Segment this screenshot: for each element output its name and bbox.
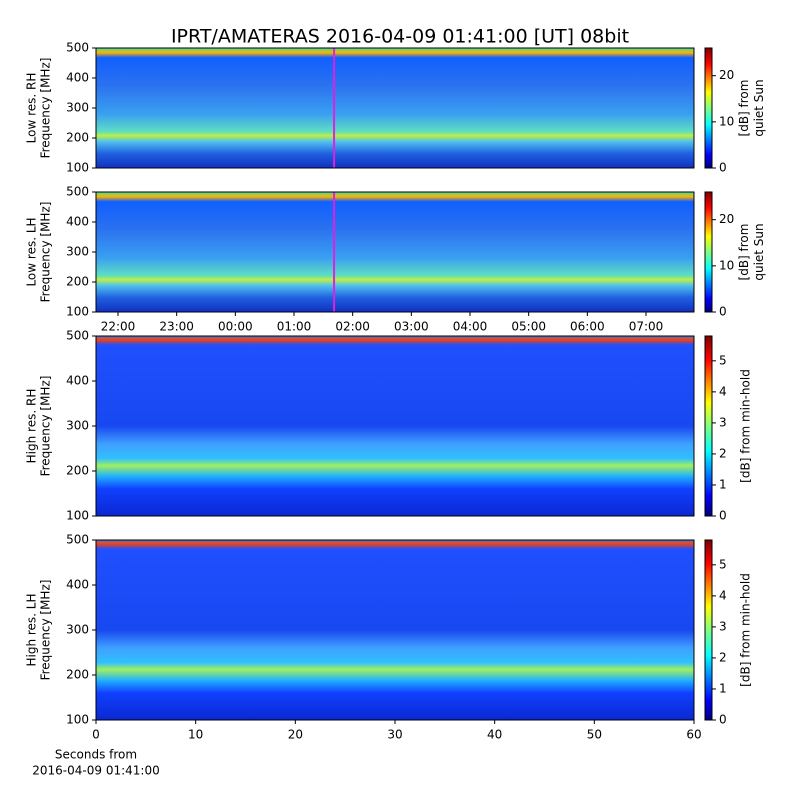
colorbar-tick-label: 2 bbox=[719, 446, 727, 460]
x-tick-label: 05:00 bbox=[511, 320, 546, 334]
y-tick-label: 300 bbox=[66, 419, 89, 433]
y-tick-label: 200 bbox=[66, 275, 89, 289]
colorbar-tick-label: 0 bbox=[719, 161, 727, 175]
y-tick-label: 300 bbox=[66, 623, 89, 637]
y-axis-label: Low res. LH bbox=[25, 217, 39, 286]
y-axis-label: Frequency [MHz] bbox=[39, 580, 53, 681]
y-tick-label: 400 bbox=[66, 374, 89, 388]
spectrogram bbox=[96, 336, 694, 516]
y-axis-label: Low res. RH bbox=[25, 73, 39, 144]
y-tick-label: 500 bbox=[66, 533, 89, 547]
colorbar-tick-label: 5 bbox=[719, 353, 727, 367]
y-tick-label: 400 bbox=[66, 578, 89, 592]
colorbar bbox=[704, 47, 713, 169]
colorbar-tick-label: 4 bbox=[719, 384, 727, 398]
colorbar bbox=[704, 539, 713, 721]
x-tick-label: 0 bbox=[92, 728, 100, 742]
x-tick-label: 04:00 bbox=[453, 320, 488, 334]
y-axis-label: Frequency [MHz] bbox=[39, 202, 53, 303]
spectrogram bbox=[96, 540, 694, 720]
colorbar-label: quiet Sun bbox=[752, 223, 766, 280]
x-tick-label: 50 bbox=[587, 728, 602, 742]
y-tick-label: 400 bbox=[66, 71, 89, 85]
colorbar-tick-label: 4 bbox=[719, 588, 727, 602]
y-tick-label: 100 bbox=[66, 713, 89, 727]
colorbar bbox=[704, 335, 713, 517]
colorbar-tick-label: 5 bbox=[719, 557, 727, 571]
y-tick-label: 400 bbox=[66, 215, 89, 229]
colorbar bbox=[704, 191, 713, 313]
spectrogram bbox=[96, 192, 694, 312]
x-axis-label: 2016-04-09 01:41:00 bbox=[32, 764, 159, 778]
colorbar-tick-label: 2 bbox=[719, 650, 727, 664]
x-tick-label: 10 bbox=[188, 728, 203, 742]
spectrogram bbox=[96, 48, 694, 168]
colorbar-tick-label: 10 bbox=[719, 114, 734, 128]
y-axis-label: Frequency [MHz] bbox=[39, 376, 53, 477]
y-axis-label: High res. LH bbox=[25, 593, 39, 666]
x-tick-label: 01:00 bbox=[277, 320, 312, 334]
colorbar-tick-label: 1 bbox=[719, 477, 727, 491]
y-tick-label: 300 bbox=[66, 245, 89, 259]
y-tick-label: 200 bbox=[66, 131, 89, 145]
colorbar-tick-label: 3 bbox=[719, 619, 727, 633]
y-tick-label: 300 bbox=[66, 101, 89, 115]
colorbar-label: [dB] from bbox=[737, 224, 751, 281]
x-tick-label: 23:00 bbox=[159, 320, 194, 334]
x-tick-label: 02:00 bbox=[335, 320, 370, 334]
x-tick-label: 20 bbox=[288, 728, 303, 742]
colorbar-label: [dB] from min-hold bbox=[739, 369, 753, 483]
colorbar-label: [dB] from min-hold bbox=[739, 573, 753, 687]
x-tick-label: 30 bbox=[387, 728, 402, 742]
x-tick-label: 00:00 bbox=[218, 320, 253, 334]
x-tick-label: 22:00 bbox=[101, 320, 136, 334]
y-tick-label: 100 bbox=[66, 509, 89, 523]
x-tick-label: 60 bbox=[686, 728, 701, 742]
y-tick-label: 100 bbox=[66, 161, 89, 175]
y-tick-label: 100 bbox=[66, 305, 89, 319]
colorbar-tick-label: 0 bbox=[719, 305, 727, 319]
x-axis-label: Seconds from bbox=[55, 748, 137, 762]
colorbar-tick-label: 0 bbox=[719, 509, 727, 523]
y-axis-label: High res. RH bbox=[25, 389, 39, 464]
y-tick-label: 200 bbox=[66, 668, 89, 682]
x-tick-label: 40 bbox=[487, 728, 502, 742]
colorbar-tick-label: 1 bbox=[719, 681, 727, 695]
colorbar-tick-label: 20 bbox=[719, 212, 734, 226]
y-tick-label: 500 bbox=[66, 329, 89, 343]
colorbar-tick-label: 0 bbox=[719, 713, 727, 727]
colorbar-label: [dB] from bbox=[737, 80, 751, 137]
chart-title: IPRT/AMATERAS 2016-04-09 01:41:00 [UT] 0… bbox=[171, 26, 629, 48]
x-tick-label: 03:00 bbox=[394, 320, 429, 334]
x-tick-label: 07:00 bbox=[629, 320, 664, 334]
x-tick-label: 06:00 bbox=[570, 320, 605, 334]
y-tick-label: 500 bbox=[66, 185, 89, 199]
y-tick-label: 500 bbox=[66, 41, 89, 55]
colorbar-tick-label: 10 bbox=[719, 258, 734, 272]
colorbar-label: quiet Sun bbox=[752, 79, 766, 136]
colorbar-tick-label: 3 bbox=[719, 415, 727, 429]
y-tick-label: 200 bbox=[66, 464, 89, 478]
colorbar-tick-label: 20 bbox=[719, 68, 734, 82]
y-axis-label: Frequency [MHz] bbox=[39, 58, 53, 159]
